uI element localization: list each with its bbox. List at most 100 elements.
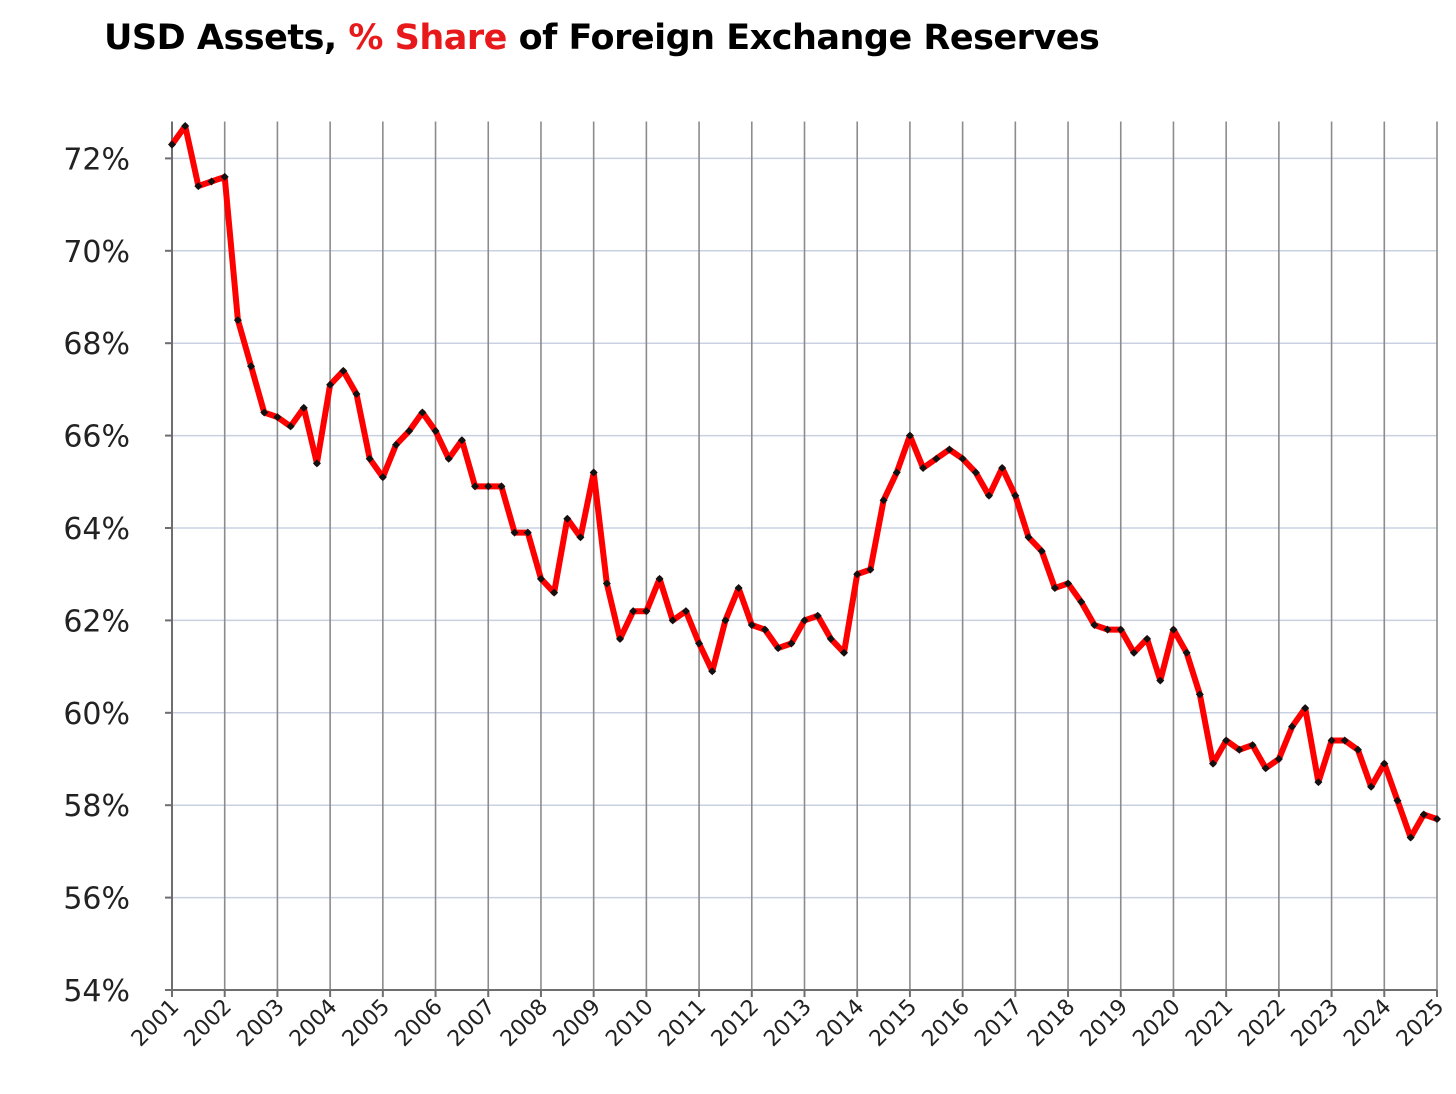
data-point bbox=[616, 634, 625, 643]
data-point bbox=[919, 463, 928, 472]
data-point bbox=[286, 422, 295, 431]
data-point bbox=[299, 403, 308, 412]
y-tick-label: 66% bbox=[63, 420, 130, 455]
data-point bbox=[1301, 704, 1310, 713]
data-point bbox=[1433, 815, 1441, 824]
data-point bbox=[352, 390, 361, 399]
data-point bbox=[1090, 621, 1099, 630]
data-point bbox=[655, 574, 664, 583]
data-point bbox=[1064, 579, 1073, 588]
data-point bbox=[971, 468, 980, 477]
chart-title-highlight: % Share bbox=[348, 18, 507, 58]
data-point bbox=[1248, 741, 1257, 750]
x-tick-label: 2020 bbox=[1128, 995, 1185, 1052]
data-point bbox=[181, 122, 190, 131]
data-point bbox=[1103, 625, 1112, 634]
x-tick-label: 2001 bbox=[127, 995, 184, 1052]
x-tick-label: 2016 bbox=[918, 995, 975, 1052]
data-point bbox=[1340, 736, 1349, 745]
data-point bbox=[536, 574, 545, 583]
data-point bbox=[220, 172, 229, 181]
x-tick-label: 2025 bbox=[1392, 995, 1449, 1052]
y-tick-label: 64% bbox=[63, 512, 130, 547]
x-tick-label: 2017 bbox=[970, 995, 1027, 1052]
y-tick-label: 68% bbox=[63, 327, 130, 362]
data-point bbox=[563, 514, 572, 523]
x-tick-label: 2010 bbox=[601, 995, 658, 1052]
data-point bbox=[642, 607, 651, 616]
data-point bbox=[1353, 745, 1362, 754]
x-tick-label: 2022 bbox=[1234, 995, 1291, 1052]
data-point bbox=[497, 482, 506, 491]
data-point bbox=[1367, 782, 1376, 791]
data-point bbox=[1143, 634, 1152, 643]
data-point bbox=[602, 579, 611, 588]
data-point bbox=[1024, 533, 1033, 542]
data-point bbox=[879, 496, 888, 505]
data-point bbox=[787, 639, 796, 648]
x-tick-label: 2013 bbox=[759, 995, 816, 1052]
data-point bbox=[695, 639, 704, 648]
data-point bbox=[1116, 625, 1125, 634]
y-tick-label: 62% bbox=[63, 604, 130, 639]
data-point bbox=[958, 454, 967, 463]
x-tick-label: 2024 bbox=[1339, 995, 1396, 1052]
data-point bbox=[1406, 833, 1415, 842]
data-point bbox=[826, 634, 835, 643]
data-point bbox=[813, 611, 822, 620]
data-point bbox=[168, 140, 176, 149]
data-point bbox=[392, 440, 401, 449]
data-point bbox=[800, 616, 809, 625]
data-point bbox=[1169, 625, 1178, 634]
data-point bbox=[471, 482, 480, 491]
data-point bbox=[550, 588, 559, 597]
data-point bbox=[1393, 796, 1402, 805]
data-point bbox=[1011, 491, 1020, 500]
data-point bbox=[457, 436, 466, 445]
data-point bbox=[418, 408, 427, 417]
data-point bbox=[1314, 778, 1323, 787]
data-point bbox=[378, 473, 387, 482]
x-tick-label: 2004 bbox=[285, 995, 342, 1052]
data-point bbox=[984, 491, 993, 500]
data-point bbox=[1261, 764, 1270, 773]
data-point bbox=[1327, 736, 1336, 745]
chart-title-part-2: of Foreign Exchange Reserves bbox=[506, 18, 1100, 58]
data-point bbox=[207, 177, 216, 186]
data-point bbox=[866, 565, 875, 574]
data-point bbox=[1195, 690, 1204, 699]
data-point bbox=[840, 648, 849, 657]
data-point bbox=[194, 182, 203, 191]
y-tick-label: 56% bbox=[63, 882, 130, 917]
x-tick-label: 2009 bbox=[549, 995, 606, 1052]
data-point bbox=[1380, 759, 1389, 768]
y-tick-label: 60% bbox=[63, 697, 130, 732]
data-point bbox=[365, 454, 374, 463]
axes bbox=[165, 121, 1438, 997]
data-point bbox=[523, 528, 532, 537]
data-point bbox=[905, 431, 914, 440]
x-tick-label: 2019 bbox=[1076, 995, 1133, 1052]
data-point bbox=[273, 413, 282, 422]
data-point bbox=[405, 426, 414, 435]
data-point bbox=[576, 533, 585, 542]
data-point bbox=[444, 454, 453, 463]
x-tick-label: 2005 bbox=[338, 995, 395, 1052]
x-tick-label: 2015 bbox=[865, 995, 922, 1052]
grid bbox=[172, 121, 1438, 990]
y-tick-label: 54% bbox=[63, 974, 130, 1009]
data-point bbox=[853, 570, 862, 579]
data-points bbox=[168, 122, 1441, 842]
data-point bbox=[1037, 547, 1046, 556]
x-tick-label: 2006 bbox=[391, 995, 448, 1052]
x-axis-tick-labels: 2001200220032004200520062007200820092010… bbox=[127, 995, 1449, 1052]
x-tick-label: 2023 bbox=[1287, 995, 1344, 1052]
y-tick-label: 70% bbox=[63, 235, 130, 270]
data-point bbox=[431, 426, 440, 435]
data-point bbox=[1050, 584, 1059, 593]
data-point bbox=[312, 459, 321, 468]
x-tick-label: 2021 bbox=[1181, 995, 1238, 1052]
data-point bbox=[708, 667, 717, 676]
data-point bbox=[747, 621, 756, 630]
chart-title: USD Assets, % Share of Foreign Exchange … bbox=[104, 18, 1100, 58]
